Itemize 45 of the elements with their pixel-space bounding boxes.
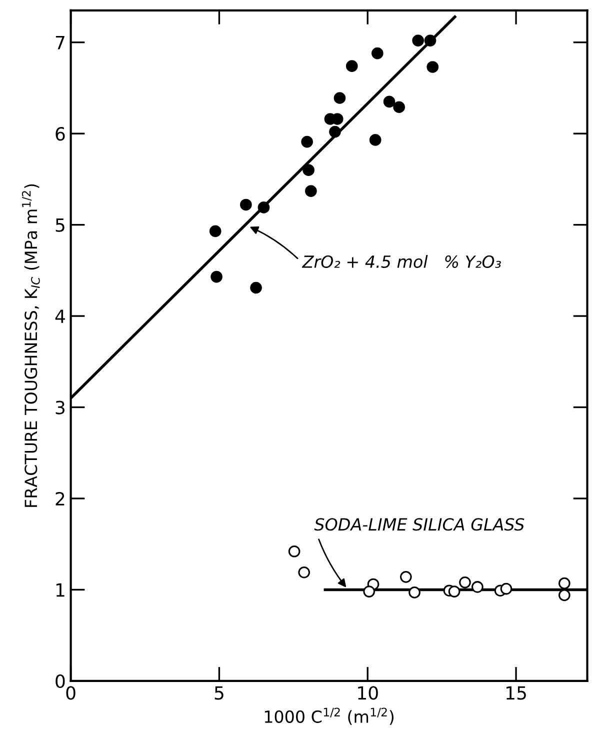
point	[240, 198, 252, 211]
point	[209, 225, 222, 238]
point	[210, 270, 222, 283]
point	[448, 586, 460, 598]
point	[305, 185, 317, 197]
point	[334, 92, 346, 104]
point	[301, 136, 313, 148]
y-tick-label: 2	[56, 492, 64, 506]
point	[424, 34, 436, 46]
y-tick-label: 6	[56, 127, 65, 141]
y-tick-label: 0	[56, 674, 65, 688]
point	[383, 96, 396, 108]
point	[408, 586, 420, 598]
x-axis-title: 1000 C$^{1/2}$ (m$^{1/2}$)	[264, 708, 394, 725]
x-tick-label: 0	[66, 686, 76, 700]
point	[329, 126, 341, 138]
point	[400, 571, 412, 583]
point	[298, 566, 310, 578]
point	[250, 282, 262, 294]
x-tick-label: 5	[214, 686, 224, 700]
point	[500, 582, 512, 595]
annotation: SODA-LIME SILICA GLASS	[314, 518, 524, 531]
y-tick-label: 3	[56, 400, 64, 414]
point	[363, 586, 376, 598]
y-tick-label: 1	[56, 583, 64, 597]
point	[288, 545, 300, 558]
x-tick-label: 15	[506, 686, 526, 700]
point	[393, 101, 405, 114]
y-tick-label: 7	[56, 36, 64, 50]
point	[346, 60, 358, 72]
x-tick-label: 10	[358, 686, 378, 700]
point	[558, 577, 570, 590]
point	[472, 581, 484, 593]
annotation: ZrO₂ + 4.5 mol % Y₂O₃	[302, 255, 501, 268]
point	[372, 47, 384, 60]
y-tick-label: 4	[55, 310, 65, 323]
point	[369, 134, 382, 146]
point	[258, 202, 270, 214]
point	[558, 589, 570, 602]
point	[426, 61, 439, 73]
y-tick-label: 5	[56, 218, 64, 232]
point	[302, 164, 314, 176]
point	[459, 576, 471, 588]
y-axis-title: FRACTURE TOUGHNESS, K$_{IC}$ (MPa m$^{1/2}$)	[22, 184, 40, 507]
point	[412, 34, 424, 46]
